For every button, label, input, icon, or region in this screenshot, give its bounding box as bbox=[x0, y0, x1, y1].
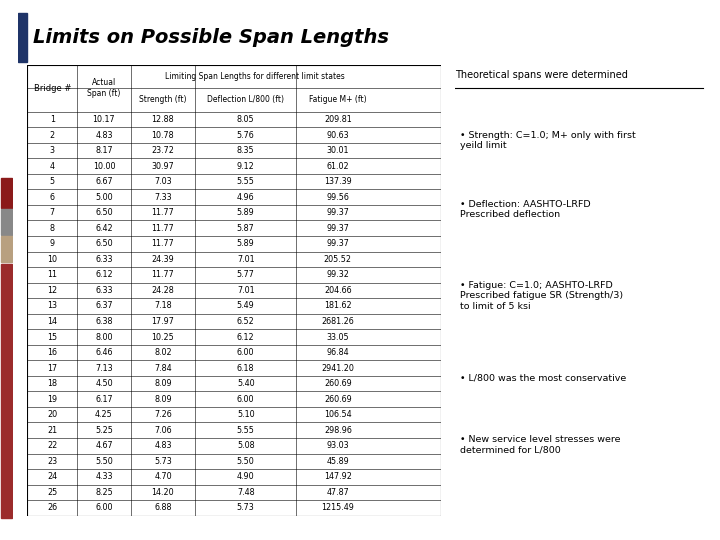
Text: 5.77: 5.77 bbox=[237, 271, 255, 279]
Text: 5.76: 5.76 bbox=[237, 131, 255, 139]
Text: 17: 17 bbox=[47, 363, 58, 373]
Bar bbox=[1, 209, 12, 235]
Text: • New service level stresses were
determined for L/800: • New service level stresses were determ… bbox=[460, 435, 621, 454]
Text: 5.10: 5.10 bbox=[237, 410, 255, 419]
Text: 7.06: 7.06 bbox=[154, 426, 172, 435]
Text: 4.25: 4.25 bbox=[95, 410, 113, 419]
Text: 6.17: 6.17 bbox=[95, 395, 113, 404]
Text: 24: 24 bbox=[47, 472, 58, 481]
Text: Theoretical spans were determined: Theoretical spans were determined bbox=[455, 70, 628, 80]
Text: Bridge #: Bridge # bbox=[34, 84, 71, 93]
Text: 6: 6 bbox=[50, 193, 55, 201]
Text: 30.01: 30.01 bbox=[327, 146, 349, 155]
Bar bbox=[1, 178, 12, 208]
Text: 5.00: 5.00 bbox=[95, 193, 113, 201]
Text: 24.39: 24.39 bbox=[152, 255, 174, 264]
Text: 5.50: 5.50 bbox=[95, 457, 113, 466]
Text: 25: 25 bbox=[47, 488, 58, 497]
Text: 1: 1 bbox=[50, 115, 55, 124]
Text: 99.37: 99.37 bbox=[326, 208, 349, 217]
Text: 7.13: 7.13 bbox=[95, 363, 113, 373]
Text: 6.33: 6.33 bbox=[95, 286, 113, 295]
Text: 6.50: 6.50 bbox=[95, 239, 113, 248]
Text: 5.73: 5.73 bbox=[237, 503, 255, 512]
Text: 209.81: 209.81 bbox=[324, 115, 352, 124]
Text: 10.25: 10.25 bbox=[152, 333, 174, 341]
Text: 6.38: 6.38 bbox=[95, 317, 113, 326]
Text: 45.89: 45.89 bbox=[326, 457, 349, 466]
Text: 6.42: 6.42 bbox=[95, 224, 113, 233]
Text: 23: 23 bbox=[47, 457, 58, 466]
Text: 8.09: 8.09 bbox=[154, 395, 172, 404]
Text: 33.05: 33.05 bbox=[327, 333, 349, 341]
Text: 7.84: 7.84 bbox=[154, 363, 172, 373]
Bar bbox=[1, 236, 12, 262]
Text: 10.78: 10.78 bbox=[152, 131, 174, 139]
Text: 2: 2 bbox=[50, 131, 55, 139]
Text: 5.89: 5.89 bbox=[237, 208, 255, 217]
Text: 93.03: 93.03 bbox=[327, 441, 349, 450]
Text: 10: 10 bbox=[48, 255, 57, 264]
Text: 5.55: 5.55 bbox=[237, 426, 255, 435]
Text: 21: 21 bbox=[47, 426, 58, 435]
Text: 6.37: 6.37 bbox=[95, 301, 113, 310]
Text: Limiting Span Lengths for different limit states: Limiting Span Lengths for different limi… bbox=[165, 72, 345, 81]
Text: Fatigue M+ (ft): Fatigue M+ (ft) bbox=[309, 96, 366, 104]
Text: 11.77: 11.77 bbox=[152, 208, 174, 217]
Text: Deflection L/800 (ft): Deflection L/800 (ft) bbox=[207, 96, 284, 104]
Text: 260.69: 260.69 bbox=[324, 379, 352, 388]
Text: 6.12: 6.12 bbox=[95, 271, 113, 279]
Text: 4.83: 4.83 bbox=[154, 441, 171, 450]
Text: 96.84: 96.84 bbox=[327, 348, 349, 357]
Text: 6.18: 6.18 bbox=[237, 363, 254, 373]
Text: 1215.49: 1215.49 bbox=[321, 503, 354, 512]
Text: 7.18: 7.18 bbox=[154, 301, 172, 310]
Text: 8.17: 8.17 bbox=[95, 146, 113, 155]
Text: 5.89: 5.89 bbox=[237, 239, 255, 248]
Text: 61.02: 61.02 bbox=[327, 161, 349, 171]
Text: 18: 18 bbox=[48, 379, 57, 388]
Text: 4.90: 4.90 bbox=[237, 472, 255, 481]
Text: 7.01: 7.01 bbox=[237, 286, 255, 295]
Text: 5.25: 5.25 bbox=[95, 426, 113, 435]
Text: 8.05: 8.05 bbox=[237, 115, 255, 124]
Text: 6.67: 6.67 bbox=[95, 177, 113, 186]
Bar bbox=[18, 14, 27, 62]
Text: 8.35: 8.35 bbox=[237, 146, 255, 155]
Text: 9.12: 9.12 bbox=[237, 161, 255, 171]
Text: 24.28: 24.28 bbox=[152, 286, 174, 295]
Text: 6.50: 6.50 bbox=[95, 208, 113, 217]
Text: 3: 3 bbox=[50, 146, 55, 155]
Text: 5.40: 5.40 bbox=[237, 379, 255, 388]
Text: • Deflection: AASHTO-LRFD
Prescribed deflection: • Deflection: AASHTO-LRFD Prescribed def… bbox=[460, 200, 591, 219]
Text: 26: 26 bbox=[47, 503, 58, 512]
Text: 19: 19 bbox=[47, 395, 58, 404]
Text: 7.03: 7.03 bbox=[154, 177, 172, 186]
Bar bbox=[1, 264, 12, 518]
Text: 181.62: 181.62 bbox=[324, 301, 351, 310]
Text: 8.00: 8.00 bbox=[95, 333, 113, 341]
Text: • L/800 was the most conservative: • L/800 was the most conservative bbox=[460, 374, 626, 383]
Text: 7: 7 bbox=[50, 208, 55, 217]
Text: 99.37: 99.37 bbox=[326, 224, 349, 233]
Text: 4.83: 4.83 bbox=[95, 131, 113, 139]
Text: 5.73: 5.73 bbox=[154, 457, 172, 466]
Text: 6.88: 6.88 bbox=[154, 503, 171, 512]
Text: 147.92: 147.92 bbox=[324, 472, 352, 481]
Text: 204.66: 204.66 bbox=[324, 286, 351, 295]
Text: 5.50: 5.50 bbox=[237, 457, 255, 466]
Text: 8.09: 8.09 bbox=[154, 379, 172, 388]
Text: 6.46: 6.46 bbox=[95, 348, 113, 357]
Text: 99.32: 99.32 bbox=[326, 271, 349, 279]
Text: 22: 22 bbox=[47, 441, 58, 450]
Text: 5.55: 5.55 bbox=[237, 177, 255, 186]
Text: • Fatigue: C=1.0; AASHTO-LRFD
Prescribed fatigue SR (Strength/3)
to limit of 5 k: • Fatigue: C=1.0; AASHTO-LRFD Prescribed… bbox=[460, 281, 624, 310]
Text: 7.33: 7.33 bbox=[154, 193, 172, 201]
Text: 260.69: 260.69 bbox=[324, 395, 352, 404]
Text: 4.67: 4.67 bbox=[95, 441, 113, 450]
Text: 8.25: 8.25 bbox=[95, 488, 113, 497]
Text: 8.02: 8.02 bbox=[154, 348, 172, 357]
Text: 205.52: 205.52 bbox=[324, 255, 352, 264]
Text: 99.56: 99.56 bbox=[326, 193, 349, 201]
Text: 6.33: 6.33 bbox=[95, 255, 113, 264]
